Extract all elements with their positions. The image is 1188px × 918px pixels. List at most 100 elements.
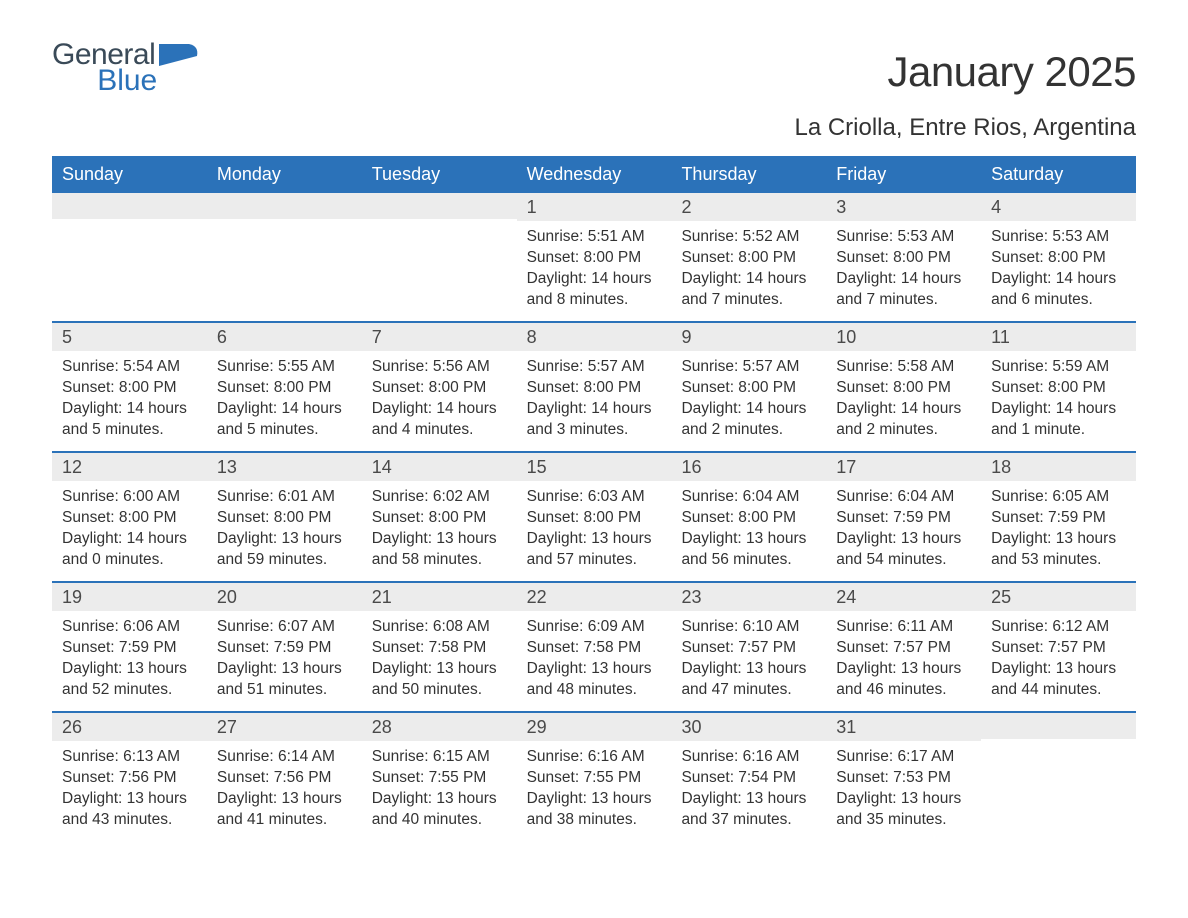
day-number: 10 [826, 323, 981, 351]
calendar-day: 28Sunrise: 6:15 AMSunset: 7:55 PMDayligh… [362, 713, 517, 841]
sunrise-line: Sunrise: 6:03 AM [527, 487, 662, 508]
page: General Blue January 2025 La Criolla, En… [0, 0, 1188, 881]
day-body: Sunrise: 5:59 AMSunset: 8:00 PMDaylight:… [981, 351, 1136, 451]
calendar-day: 3Sunrise: 5:53 AMSunset: 8:00 PMDaylight… [826, 193, 981, 321]
sunset-line: Sunset: 8:00 PM [217, 508, 352, 529]
day-number: 17 [826, 453, 981, 481]
day-number: 20 [207, 583, 362, 611]
sunrise-line: Sunrise: 6:17 AM [836, 747, 971, 768]
sunrise-line: Sunrise: 5:54 AM [62, 357, 197, 378]
day-number: 1 [517, 193, 672, 221]
calendar-week: 12Sunrise: 6:00 AMSunset: 8:00 PMDayligh… [52, 451, 1136, 581]
daylight-line-2: and 56 minutes. [681, 550, 816, 571]
day-number: 2 [671, 193, 826, 221]
day-header: Wednesday [517, 156, 672, 193]
calendar-day: 24Sunrise: 6:11 AMSunset: 7:57 PMDayligh… [826, 583, 981, 711]
day-number: 21 [362, 583, 517, 611]
daylight-line-2: and 54 minutes. [836, 550, 971, 571]
sunrise-line: Sunrise: 5:51 AM [527, 227, 662, 248]
daylight-line-2: and 5 minutes. [217, 420, 352, 441]
daylight-line-1: Daylight: 13 hours [372, 789, 507, 810]
daylight-line-1: Daylight: 13 hours [681, 529, 816, 550]
day-body: Sunrise: 5:57 AMSunset: 8:00 PMDaylight:… [517, 351, 672, 451]
calendar-day: 8Sunrise: 5:57 AMSunset: 8:00 PMDaylight… [517, 323, 672, 451]
day-number: 30 [671, 713, 826, 741]
daylight-line-2: and 41 minutes. [217, 810, 352, 831]
day-number: 8 [517, 323, 672, 351]
calendar-day [52, 193, 207, 321]
sunset-line: Sunset: 7:59 PM [991, 508, 1126, 529]
sunrise-line: Sunrise: 6:16 AM [681, 747, 816, 768]
sunset-line: Sunset: 8:00 PM [681, 508, 816, 529]
day-number: 28 [362, 713, 517, 741]
day-body: Sunrise: 6:15 AMSunset: 7:55 PMDaylight:… [362, 741, 517, 841]
daylight-line-2: and 58 minutes. [372, 550, 507, 571]
daylight-line-2: and 37 minutes. [681, 810, 816, 831]
day-number [981, 713, 1136, 739]
daylight-line-2: and 5 minutes. [62, 420, 197, 441]
sunrise-line: Sunrise: 6:11 AM [836, 617, 971, 638]
sunset-line: Sunset: 7:59 PM [217, 638, 352, 659]
sunrise-line: Sunrise: 6:06 AM [62, 617, 197, 638]
calendar-day: 23Sunrise: 6:10 AMSunset: 7:57 PMDayligh… [671, 583, 826, 711]
calendar-week: 5Sunrise: 5:54 AMSunset: 8:00 PMDaylight… [52, 321, 1136, 451]
day-body: Sunrise: 6:09 AMSunset: 7:58 PMDaylight:… [517, 611, 672, 711]
daylight-line-1: Daylight: 13 hours [372, 659, 507, 680]
daylight-line-1: Daylight: 13 hours [681, 789, 816, 810]
sunrise-line: Sunrise: 6:10 AM [681, 617, 816, 638]
sunset-line: Sunset: 8:00 PM [681, 248, 816, 269]
day-body: Sunrise: 5:52 AMSunset: 8:00 PMDaylight:… [671, 221, 826, 321]
calendar-week: 1Sunrise: 5:51 AMSunset: 8:00 PMDaylight… [52, 193, 1136, 321]
calendar-day: 22Sunrise: 6:09 AMSunset: 7:58 PMDayligh… [517, 583, 672, 711]
daylight-line-2: and 52 minutes. [62, 680, 197, 701]
day-body: Sunrise: 6:03 AMSunset: 8:00 PMDaylight:… [517, 481, 672, 581]
daylight-line-2: and 57 minutes. [527, 550, 662, 571]
sunset-line: Sunset: 7:54 PM [681, 768, 816, 789]
sunrise-line: Sunrise: 6:16 AM [527, 747, 662, 768]
sunrise-line: Sunrise: 5:58 AM [836, 357, 971, 378]
day-header: Tuesday [362, 156, 517, 193]
day-number: 4 [981, 193, 1136, 221]
sunrise-line: Sunrise: 5:53 AM [836, 227, 971, 248]
calendar-day: 15Sunrise: 6:03 AMSunset: 8:00 PMDayligh… [517, 453, 672, 581]
sunset-line: Sunset: 8:00 PM [217, 378, 352, 399]
daylight-line-1: Daylight: 13 hours [217, 659, 352, 680]
daylight-line-1: Daylight: 14 hours [836, 399, 971, 420]
sunset-line: Sunset: 8:00 PM [991, 378, 1126, 399]
day-body: Sunrise: 6:08 AMSunset: 7:58 PMDaylight:… [362, 611, 517, 711]
sunset-line: Sunset: 7:53 PM [836, 768, 971, 789]
calendar-day [207, 193, 362, 321]
day-number: 27 [207, 713, 362, 741]
daylight-line-2: and 43 minutes. [62, 810, 197, 831]
sunrise-line: Sunrise: 6:02 AM [372, 487, 507, 508]
daylight-line-2: and 0 minutes. [62, 550, 197, 571]
daylight-line-1: Daylight: 13 hours [527, 789, 662, 810]
sunset-line: Sunset: 7:57 PM [681, 638, 816, 659]
calendar-day: 16Sunrise: 6:04 AMSunset: 8:00 PMDayligh… [671, 453, 826, 581]
sunset-line: Sunset: 8:00 PM [527, 248, 662, 269]
day-number: 6 [207, 323, 362, 351]
daylight-line-2: and 51 minutes. [217, 680, 352, 701]
daylight-line-1: Daylight: 14 hours [991, 269, 1126, 290]
day-body: Sunrise: 5:53 AMSunset: 8:00 PMDaylight:… [981, 221, 1136, 321]
sunset-line: Sunset: 7:58 PM [372, 638, 507, 659]
day-body: Sunrise: 6:07 AMSunset: 7:59 PMDaylight:… [207, 611, 362, 711]
daylight-line-1: Daylight: 14 hours [991, 399, 1126, 420]
calendar-day: 20Sunrise: 6:07 AMSunset: 7:59 PMDayligh… [207, 583, 362, 711]
sunset-line: Sunset: 8:00 PM [527, 378, 662, 399]
calendar-day: 9Sunrise: 5:57 AMSunset: 8:00 PMDaylight… [671, 323, 826, 451]
day-body: Sunrise: 6:02 AMSunset: 8:00 PMDaylight:… [362, 481, 517, 581]
day-number: 31 [826, 713, 981, 741]
day-number: 14 [362, 453, 517, 481]
day-header: Friday [826, 156, 981, 193]
daylight-line-1: Daylight: 14 hours [836, 269, 971, 290]
daylight-line-2: and 47 minutes. [681, 680, 816, 701]
day-body: Sunrise: 6:05 AMSunset: 7:59 PMDaylight:… [981, 481, 1136, 581]
location-subtitle: La Criolla, Entre Rios, Argentina [52, 114, 1136, 142]
day-number: 26 [52, 713, 207, 741]
sunrise-line: Sunrise: 6:01 AM [217, 487, 352, 508]
sunset-line: Sunset: 8:00 PM [62, 508, 197, 529]
daylight-line-1: Daylight: 13 hours [836, 659, 971, 680]
daylight-line-2: and 8 minutes. [527, 290, 662, 311]
daylight-line-2: and 7 minutes. [836, 290, 971, 311]
